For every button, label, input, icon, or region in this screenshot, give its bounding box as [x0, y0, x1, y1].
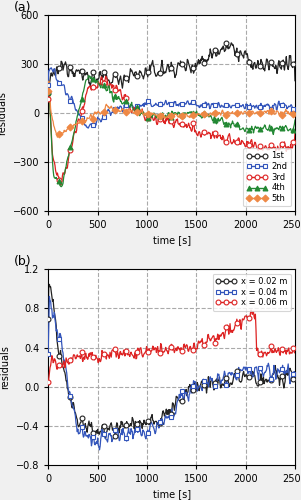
X-axis label: time [s]: time [s]: [153, 490, 191, 500]
Y-axis label: residuals: residuals: [0, 91, 7, 135]
Text: (b): (b): [14, 256, 31, 268]
Y-axis label: residuals: residuals: [0, 345, 10, 389]
Legend: 1st, 2nd, 3rd, 4th, 5th: 1st, 2nd, 3rd, 4th, 5th: [243, 148, 291, 206]
Legend: x = 0.02 m, x = 0.04 m, x = 0.06 m: x = 0.02 m, x = 0.04 m, x = 0.06 m: [213, 274, 291, 310]
Text: (a): (a): [14, 1, 31, 14]
X-axis label: time [s]: time [s]: [153, 235, 191, 245]
